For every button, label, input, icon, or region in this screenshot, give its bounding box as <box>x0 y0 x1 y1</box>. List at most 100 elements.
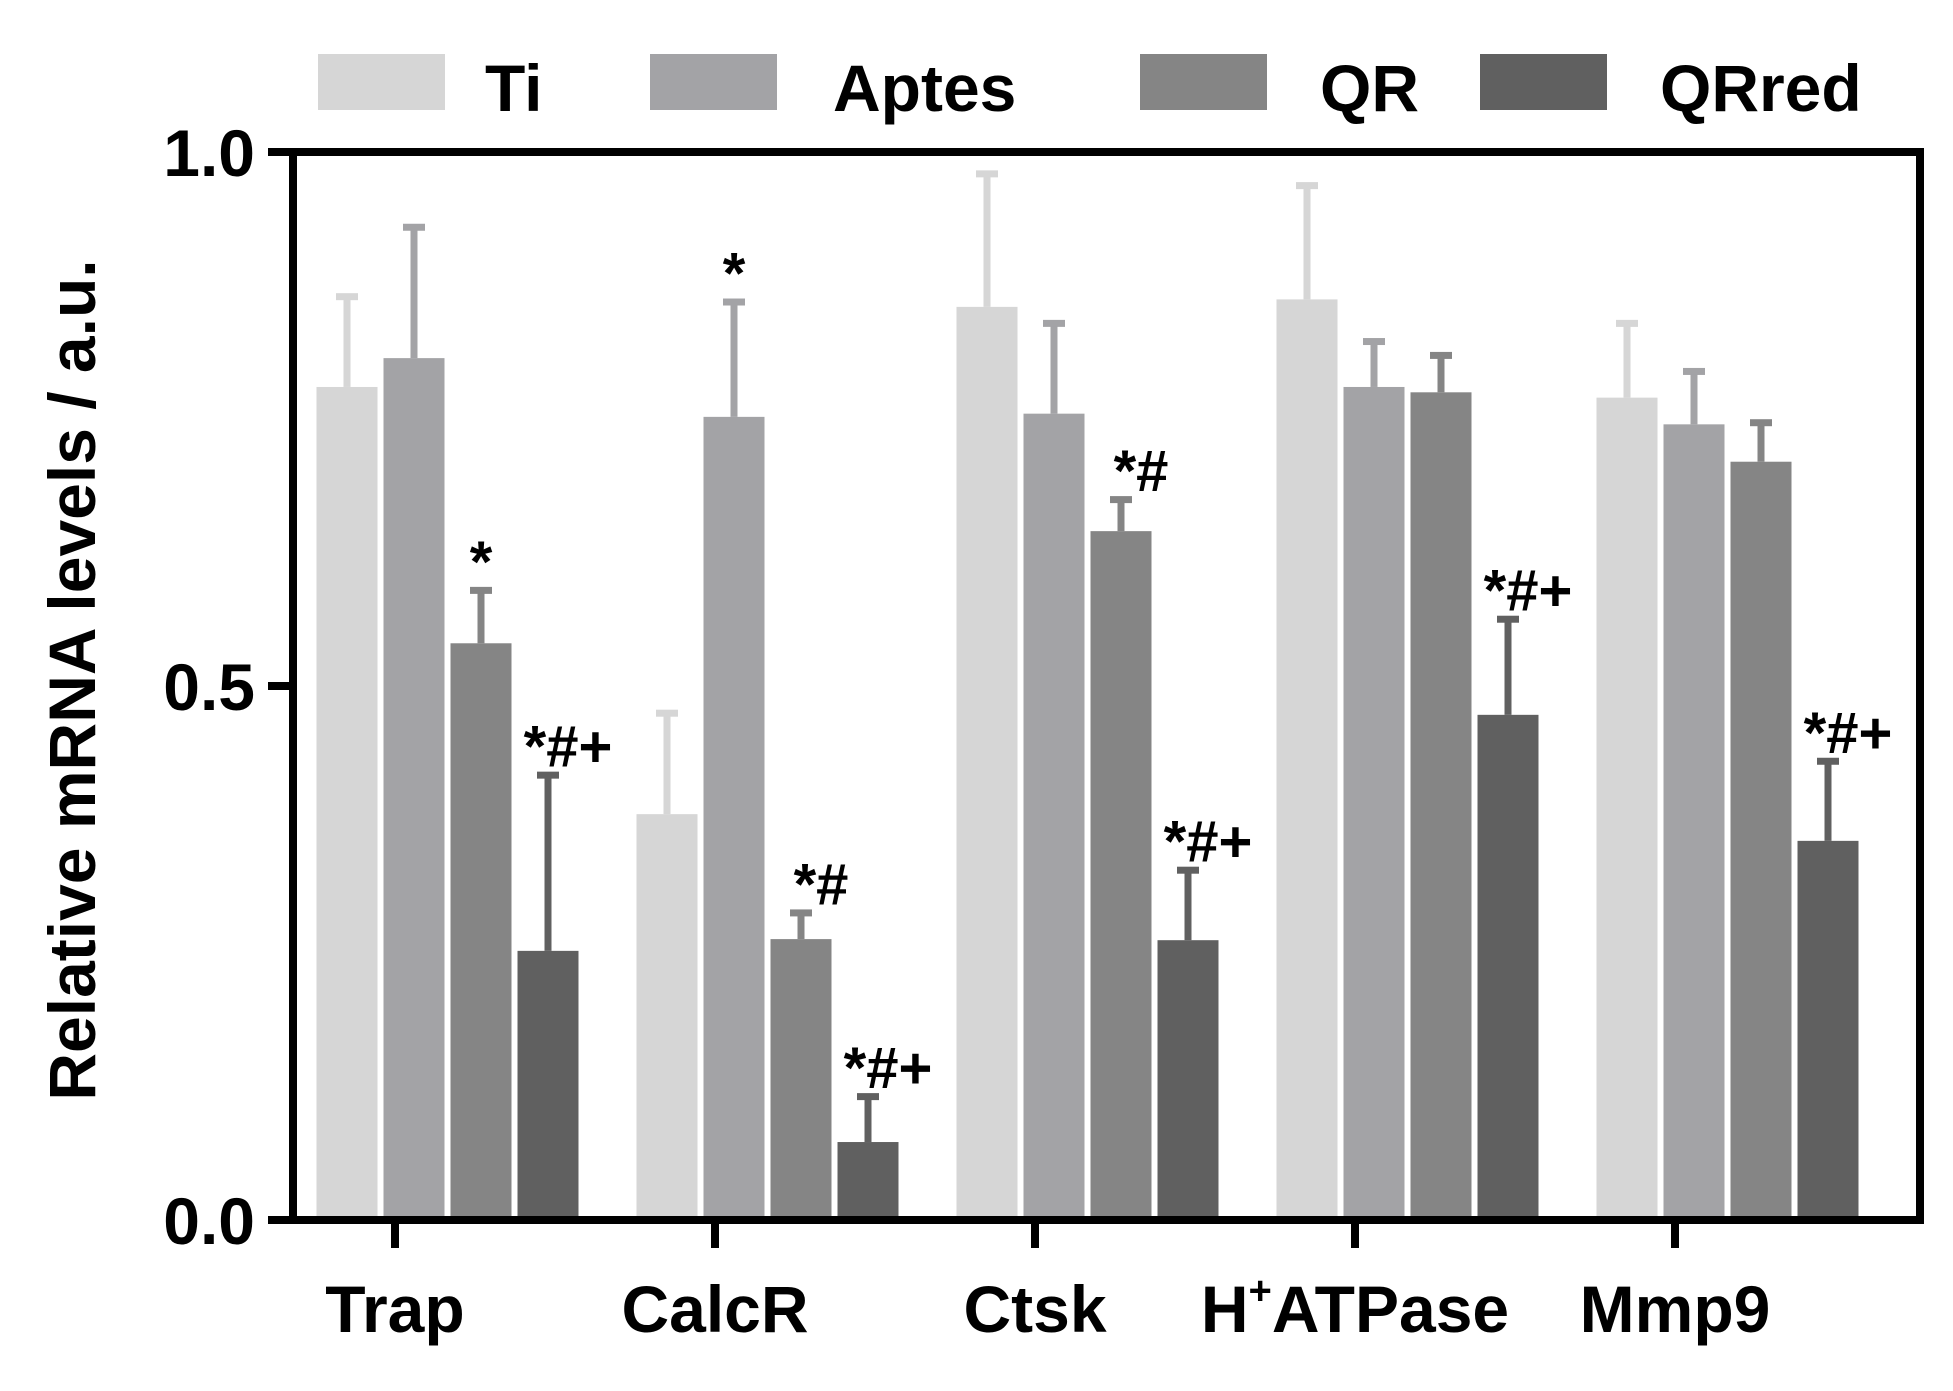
error-cap-ti-1 <box>656 709 678 717</box>
error-cap-qr-3 <box>1430 351 1452 359</box>
x-tick-label-main-2: Ctsk <box>963 1272 1106 1346</box>
error-bar-ti-0 <box>343 296 351 387</box>
error-cap-aptes-0 <box>403 223 425 231</box>
legend-label-aptes: Aptes <box>833 51 1016 125</box>
error-cap-aptes-4 <box>1683 367 1705 375</box>
x-tick-label-main-0: Trap <box>325 1272 464 1346</box>
error-bar-aptes-2 <box>1050 322 1058 414</box>
legend-label-qrred: QRred <box>1660 51 1862 125</box>
bar-qrred-2 <box>1157 940 1219 1220</box>
error-bar-qr-2 <box>1117 499 1125 532</box>
bar-qr-0 <box>450 643 512 1220</box>
error-cap-qr-4 <box>1750 419 1772 427</box>
error-bar-ti-1 <box>663 712 671 815</box>
bar-qrred-4 <box>1797 840 1859 1220</box>
error-cap-qrred-1 <box>857 1093 879 1101</box>
bars-group <box>316 299 1859 1221</box>
x-tick-label-1: CalcR <box>621 1272 808 1346</box>
y-tick-label-2: 1.0 <box>163 116 255 190</box>
error-cap-ti-3 <box>1296 182 1318 190</box>
legend-swatch-ti <box>318 54 445 110</box>
bar-aptes-3 <box>1343 386 1405 1221</box>
error-bar-aptes-3 <box>1370 341 1378 387</box>
error-bar-aptes-1 <box>730 301 738 417</box>
bar-aptes-1 <box>703 416 765 1220</box>
error-bar-qr-3 <box>1437 354 1445 393</box>
x-ticks: Trap CalcR Ctsk H+ATPase Mmp9 <box>325 1220 1770 1346</box>
significance-qr-2: *# <box>1114 439 1169 504</box>
error-bar-aptes-4 <box>1690 370 1698 425</box>
bar-aptes-0 <box>383 358 445 1220</box>
bar-qr-2 <box>1090 531 1152 1220</box>
legend-swatch-aptes <box>650 54 777 110</box>
bar-qrred-3 <box>1477 714 1539 1220</box>
legend-label-ti: Ti <box>485 51 542 125</box>
x-tick-label-0: Trap <box>325 1272 464 1346</box>
bar-ti-1 <box>636 814 698 1220</box>
error-cap-aptes-3 <box>1363 338 1385 346</box>
bar-ti-0 <box>316 386 378 1221</box>
error-bar-qrred-1 <box>864 1096 872 1143</box>
bar-ti-3 <box>1276 299 1338 1220</box>
error-cap-qr-2 <box>1110 496 1132 504</box>
error-cap-aptes-2 <box>1043 319 1065 327</box>
x-tick-label-rest-3: ATPase <box>1272 1272 1509 1346</box>
bar-qr-4 <box>1730 461 1792 1221</box>
x-tick-label-sup-3: + <box>1249 1269 1272 1313</box>
significance-qrred-2: *#+ <box>1164 810 1253 875</box>
x-tick-label-main-1: CalcR <box>621 1272 808 1346</box>
bar-qr-1 <box>770 939 832 1220</box>
error-bar-qrred-0 <box>544 774 552 951</box>
error-bar-ti-3 <box>1303 185 1311 300</box>
significance-aptes-1: * <box>723 242 746 307</box>
error-cap-ti-4 <box>1616 319 1638 327</box>
error-bar-qr-1 <box>797 912 805 940</box>
x-tick-label-3: H+ATPase <box>1201 1269 1509 1346</box>
error-bar-qrred-3 <box>1504 618 1512 715</box>
y-axis-label: Relative mRNA levels / a.u. <box>35 259 109 1100</box>
y-tick-label-1: 0.5 <box>163 650 255 724</box>
y-axis-label-group: Relative mRNA levels / a.u. <box>35 259 109 1100</box>
legend: Ti Aptes QR QRred <box>318 51 1862 125</box>
bar-qr-3 <box>1410 392 1472 1220</box>
significance-annotations: * * *# *# *#+ *#+ *#+ *#+ *#+ <box>470 242 1893 1102</box>
bar-ti-2 <box>956 306 1018 1220</box>
y-tick-label-0: 0.0 <box>163 1184 255 1258</box>
x-tick-label-main-4: Mmp9 <box>1580 1272 1771 1346</box>
bar-aptes-2 <box>1023 413 1085 1220</box>
error-cap-qr-0 <box>470 586 492 594</box>
legend-swatch-qrred <box>1480 54 1607 110</box>
y-ticks: 0.0 0.5 1.0 <box>163 116 293 1258</box>
legend-label-qr: QR <box>1320 51 1419 125</box>
error-cap-qr-1 <box>790 909 812 917</box>
error-bar-ti-4 <box>1623 322 1631 398</box>
error-bar-qrred-4 <box>1824 760 1832 841</box>
significance-qr-0: * <box>470 530 493 595</box>
significance-qrred-3: *#+ <box>1484 559 1573 624</box>
bar-ti-4 <box>1596 397 1658 1220</box>
error-bar-aptes-0 <box>410 226 418 359</box>
bar-qrred-1 <box>837 1142 899 1220</box>
error-cap-qrred-0 <box>537 771 559 779</box>
error-cap-qrred-2 <box>1177 866 1199 874</box>
legend-swatch-qr <box>1140 54 1267 110</box>
bar-qrred-0 <box>517 950 579 1220</box>
significance-qrred-1: *#+ <box>844 1036 933 1101</box>
error-bar-qr-0 <box>477 589 485 644</box>
error-cap-ti-0 <box>336 293 358 301</box>
error-bar-ti-2 <box>983 173 991 307</box>
error-cap-ti-2 <box>976 170 998 178</box>
error-cap-qrred-3 <box>1497 615 1519 623</box>
error-cap-aptes-1 <box>723 298 745 306</box>
x-tick-label-main-3: H <box>1201 1272 1249 1346</box>
bar-aptes-4 <box>1663 424 1725 1221</box>
error-cap-qrred-4 <box>1817 757 1839 765</box>
significance-qrred-0: *#+ <box>524 715 613 780</box>
error-bar-qr-4 <box>1757 422 1765 462</box>
significance-qr-1: *# <box>794 852 849 917</box>
error-bar-qrred-2 <box>1184 869 1192 941</box>
error-bars-group <box>336 170 1839 1143</box>
significance-qrred-4: *#+ <box>1804 701 1893 766</box>
x-tick-label-4: Mmp9 <box>1580 1272 1771 1346</box>
